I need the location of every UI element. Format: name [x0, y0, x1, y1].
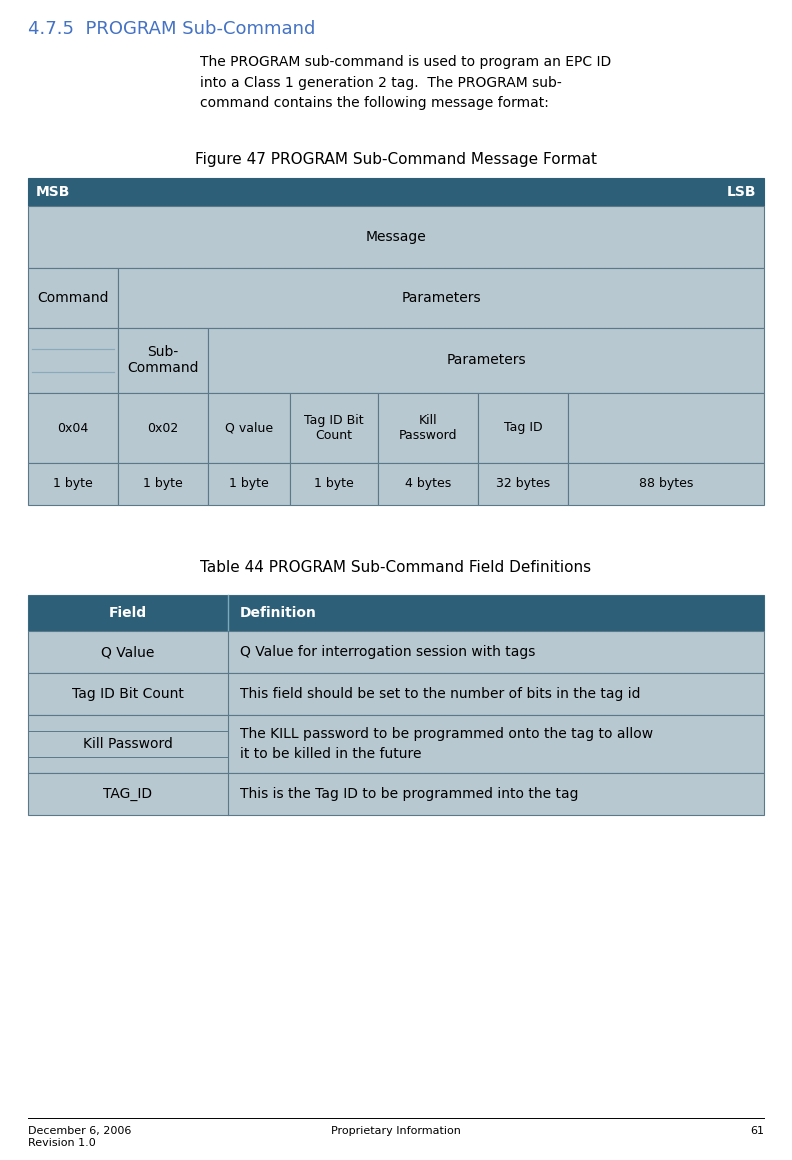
- Bar: [28, 673, 764, 715]
- Bar: [478, 393, 568, 463]
- Text: This is the Tag ID to be programmed into the tag: This is the Tag ID to be programmed into…: [240, 786, 578, 802]
- Text: 1 byte: 1 byte: [229, 478, 268, 491]
- Text: 0x02: 0x02: [147, 421, 179, 435]
- Text: 61: 61: [750, 1126, 764, 1136]
- Text: 1 byte: 1 byte: [314, 478, 354, 491]
- Text: Definition: Definition: [240, 606, 317, 619]
- Text: Kill
Password: Kill Password: [398, 414, 457, 442]
- Bar: [478, 463, 568, 505]
- Text: December 6, 2006: December 6, 2006: [28, 1126, 131, 1136]
- Bar: [208, 393, 290, 463]
- Text: Command: Command: [37, 291, 109, 305]
- Bar: [28, 268, 118, 328]
- Bar: [28, 393, 118, 463]
- Text: 4 bytes: 4 bytes: [405, 478, 451, 491]
- Bar: [118, 463, 208, 505]
- Text: Message: Message: [366, 230, 426, 244]
- Bar: [568, 393, 764, 463]
- Text: Parameters: Parameters: [446, 354, 526, 368]
- Text: Command: Command: [128, 362, 199, 376]
- Text: Q value: Q value: [225, 421, 273, 435]
- Text: LSB: LSB: [726, 184, 756, 200]
- Bar: [208, 463, 290, 505]
- Text: Tag ID: Tag ID: [504, 421, 543, 435]
- Bar: [118, 328, 208, 393]
- Bar: [118, 393, 208, 463]
- Bar: [28, 715, 764, 773]
- Text: 0x04: 0x04: [57, 421, 89, 435]
- Text: Revision 1.0: Revision 1.0: [28, 1138, 96, 1148]
- Bar: [28, 463, 118, 505]
- Text: Q Value: Q Value: [101, 645, 154, 659]
- Bar: [28, 631, 764, 673]
- Text: Field: Field: [109, 606, 147, 619]
- Text: The PROGRAM sub-command is used to program an EPC ID
into a Class 1 generation 2: The PROGRAM sub-command is used to progr…: [200, 55, 611, 110]
- Bar: [290, 463, 378, 505]
- Text: Tag ID Bit
Count: Tag ID Bit Count: [304, 414, 364, 442]
- Text: 32 bytes: 32 bytes: [496, 478, 550, 491]
- Text: Q Value for interrogation session with tags: Q Value for interrogation session with t…: [240, 645, 535, 659]
- Bar: [28, 773, 764, 815]
- Bar: [28, 206, 764, 268]
- Bar: [378, 463, 478, 505]
- Bar: [568, 463, 764, 505]
- Bar: [28, 595, 764, 631]
- Text: Parameters: Parameters: [402, 291, 481, 305]
- Text: TAG_ID: TAG_ID: [104, 786, 153, 802]
- Text: 4.7.5  PROGRAM Sub-Command: 4.7.5 PROGRAM Sub-Command: [28, 20, 315, 38]
- Text: 1 byte: 1 byte: [53, 478, 93, 491]
- Text: Figure 47 PROGRAM Sub-Command Message Format: Figure 47 PROGRAM Sub-Command Message Fo…: [195, 152, 597, 167]
- Text: The KILL password to be programmed onto the tag to allow
it to be killed in the : The KILL password to be programmed onto …: [240, 727, 653, 761]
- Text: This field should be set to the number of bits in the tag id: This field should be set to the number o…: [240, 687, 641, 701]
- Text: Kill Password: Kill Password: [83, 737, 173, 751]
- Bar: [208, 328, 764, 393]
- Bar: [378, 393, 478, 463]
- Text: Sub-: Sub-: [147, 346, 179, 360]
- Bar: [290, 393, 378, 463]
- Bar: [28, 177, 764, 206]
- Text: Table 44 PROGRAM Sub-Command Field Definitions: Table 44 PROGRAM Sub-Command Field Defin…: [200, 560, 592, 575]
- Bar: [118, 268, 764, 328]
- Text: Tag ID Bit Count: Tag ID Bit Count: [72, 687, 184, 701]
- Text: 88 bytes: 88 bytes: [639, 478, 693, 491]
- Bar: [28, 328, 118, 393]
- Text: MSB: MSB: [36, 184, 70, 200]
- Text: 1 byte: 1 byte: [143, 478, 183, 491]
- Text: Proprietary Information: Proprietary Information: [331, 1126, 461, 1136]
